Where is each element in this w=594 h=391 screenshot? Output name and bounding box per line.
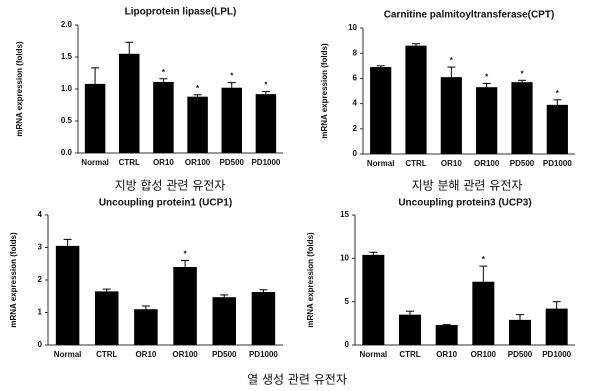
- bar: [472, 281, 495, 345]
- y-tick-label: 0: [38, 340, 43, 349]
- caption: 열 생성 관련 유전자: [247, 373, 347, 387]
- bar: [55, 245, 80, 345]
- bar: [511, 82, 533, 154]
- bar: [546, 104, 568, 154]
- significance-marker: *: [450, 56, 454, 65]
- y-tick-label: 2: [38, 275, 43, 284]
- significance-marker: *: [230, 72, 234, 81]
- bar: [119, 53, 140, 153]
- significance-marker: *: [485, 73, 489, 82]
- y-tick-label: 10: [340, 253, 349, 262]
- x-tick-label: PD1000: [542, 350, 571, 359]
- bar: [255, 94, 277, 153]
- y-tick-label: 10: [348, 23, 357, 32]
- chart-title: Lipoprotein lipase(LPL): [125, 7, 237, 18]
- y-tick-label: 0: [353, 149, 358, 158]
- significance-marker: *: [184, 250, 188, 259]
- x-tick-label: OR10: [436, 350, 457, 359]
- x-tick-label: PD500: [508, 350, 533, 359]
- x-tick-label: CTRL: [96, 350, 117, 359]
- bar: [509, 319, 531, 345]
- x-tick-label: OR100: [474, 159, 500, 168]
- y-tick-label: 4: [353, 99, 358, 108]
- y-tick-label: 8: [353, 48, 358, 57]
- x-tick-label: PD500: [212, 350, 237, 359]
- bar: [399, 314, 421, 345]
- x-tick-label: CTRL: [405, 159, 426, 168]
- bar: [212, 297, 236, 345]
- x-tick-label: Normal: [54, 350, 82, 359]
- y-tick-label: 6: [353, 74, 358, 83]
- significance-marker: *: [162, 68, 166, 77]
- x-tick-label: OR10: [135, 350, 156, 359]
- x-tick-label: OR100: [471, 350, 497, 359]
- y-tick-label: 0.0: [61, 148, 73, 157]
- bar: [173, 267, 197, 345]
- bar: [440, 77, 462, 154]
- bar: [251, 292, 276, 345]
- y-axis-label: mRNA expression (folds): [306, 232, 315, 328]
- x-tick-label: OR100: [185, 158, 211, 167]
- x-tick-label: Normal: [367, 159, 395, 168]
- chart-title: Carnitine palmitoyltransferase(CPT): [384, 10, 555, 21]
- y-axis-label: mRNA expression (folds): [15, 41, 24, 137]
- bar: [187, 96, 208, 153]
- x-tick-label: OR10: [153, 158, 174, 167]
- bar: [405, 45, 427, 154]
- x-tick-label: PD500: [220, 158, 245, 167]
- x-tick-label: OR10: [441, 159, 462, 168]
- x-tick-label: CTRL: [399, 350, 420, 359]
- bar: [545, 308, 568, 345]
- bar: [362, 254, 385, 345]
- y-tick-label: 1: [38, 308, 43, 317]
- bar: [153, 81, 174, 153]
- y-axis-label: mRNA expression (folds): [9, 232, 18, 328]
- bar: [84, 83, 106, 153]
- y-tick-label: 2: [353, 124, 358, 133]
- significance-marker: *: [556, 89, 560, 98]
- chart-title: Uncoupling protein1 (UCP1): [99, 198, 232, 209]
- y-tick-label: 1.0: [61, 84, 73, 93]
- x-tick-label: Normal: [81, 158, 109, 167]
- x-tick-label: Normal: [360, 350, 388, 359]
- y-tick-label: 2.0: [61, 20, 73, 29]
- bar: [221, 87, 242, 153]
- bar: [370, 67, 392, 154]
- y-tick-label: 3: [38, 243, 43, 252]
- significance-marker: *: [520, 69, 524, 78]
- bar: [134, 309, 158, 345]
- bar: [95, 291, 119, 345]
- x-tick-label: CTRL: [119, 158, 140, 167]
- x-tick-label: OR100: [172, 350, 198, 359]
- y-tick-label: 0.5: [61, 116, 73, 125]
- x-tick-label: PD1000: [249, 350, 278, 359]
- chart-title: Uncoupling protein3 (UCP3): [398, 198, 531, 209]
- x-tick-label: PD1000: [251, 158, 280, 167]
- x-tick-label: PD500: [510, 159, 535, 168]
- significance-marker: *: [264, 81, 268, 90]
- significance-marker: *: [482, 255, 486, 264]
- significance-marker: *: [196, 84, 200, 93]
- y-tick-label: 5: [345, 297, 350, 306]
- x-tick-label: PD1000: [543, 159, 572, 168]
- y-tick-label: 1.5: [61, 52, 73, 61]
- y-tick-label: 4: [38, 210, 43, 219]
- caption: 지방 합성 관련 유전자: [115, 179, 226, 193]
- y-axis-label: mRNA expression (folds): [320, 43, 329, 139]
- y-tick-label: 15: [340, 210, 349, 219]
- y-tick-label: 0: [345, 340, 350, 349]
- bar: [476, 87, 498, 154]
- caption: 지방 분해 관련 유전자: [412, 179, 523, 193]
- bar: [435, 325, 458, 345]
